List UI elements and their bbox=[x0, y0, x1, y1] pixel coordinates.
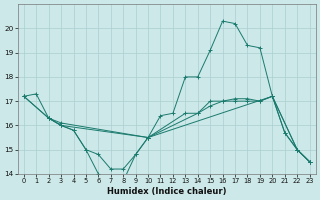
X-axis label: Humidex (Indice chaleur): Humidex (Indice chaleur) bbox=[107, 187, 227, 196]
